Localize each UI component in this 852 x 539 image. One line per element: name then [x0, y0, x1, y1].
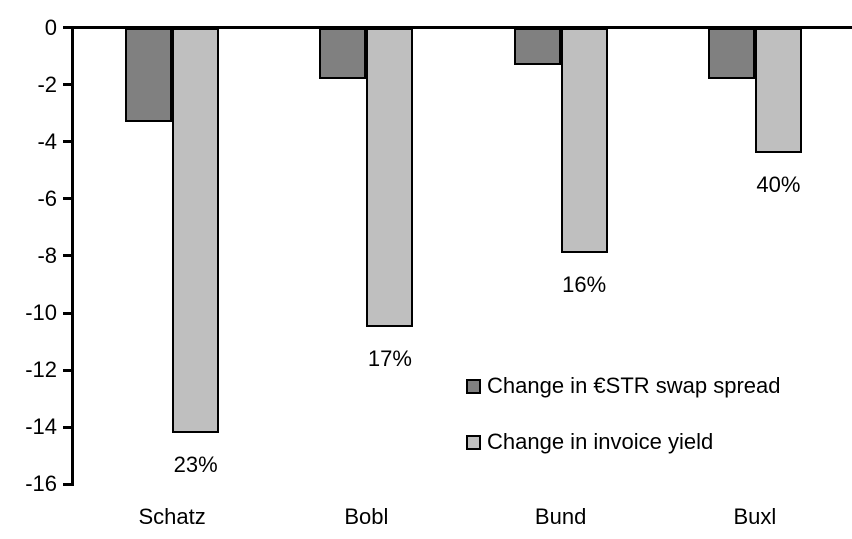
legend: Change in €STR swap spread Change in inv… [466, 374, 781, 454]
y-tick-mark [63, 83, 72, 87]
data-label-bobl: 17% [367, 346, 412, 372]
legend-item-invoice-yield: Change in invoice yield [466, 430, 781, 454]
y-tick-label: -6 [37, 185, 57, 211]
legend-label-invoice-yield: Change in invoice yield [487, 429, 714, 454]
x-axis-label-buxl: Buxl [733, 504, 777, 529]
y-tick-mark [63, 482, 72, 486]
y-tick-label: -14 [25, 414, 57, 440]
bar-bobl-series-1 [366, 27, 414, 328]
data-label-schatz: 23% [173, 452, 218, 478]
bar-bund-series-0 [513, 27, 561, 65]
x-axis-label-bund: Bund [534, 504, 587, 529]
legend-item-swap-spread: Change in €STR swap spread [466, 374, 781, 398]
y-tick-label: -2 [37, 71, 57, 97]
y-axis-line [71, 26, 74, 486]
y-tick-label: -10 [25, 300, 57, 326]
bar-bund-series-1 [560, 27, 608, 254]
y-tick-mark [63, 254, 72, 258]
bar-buxl-series-1 [754, 27, 802, 154]
bar-schatz-series-0 [125, 27, 173, 122]
y-tick-label: -12 [25, 357, 57, 383]
y-tick-mark [63, 311, 72, 315]
legend-swatch-invoice-yield-icon [466, 434, 481, 450]
y-tick-label: -16 [25, 471, 57, 497]
y-tick-label: -4 [37, 128, 57, 154]
y-tick-mark [63, 368, 72, 372]
y-tick-label: -8 [37, 242, 57, 268]
y-tick-mark [63, 425, 72, 429]
bar-buxl-series-0 [707, 27, 755, 79]
x-axis-zero-line [71, 26, 852, 29]
y-tick-label: 0 [44, 14, 57, 40]
data-label-bund: 16% [562, 272, 607, 298]
x-axis-label-schatz: Schatz [138, 504, 206, 529]
data-label-buxl: 40% [756, 172, 801, 198]
y-tick-mark [63, 140, 72, 144]
bar-bobl-series-0 [319, 27, 367, 79]
legend-swatch-swap-spread-icon [466, 378, 481, 394]
x-axis-label-bobl: Bobl [344, 504, 389, 529]
legend-label-swap-spread: Change in €STR swap spread [487, 373, 781, 398]
bar-schatz-series-1 [172, 27, 220, 434]
y-tick-mark [63, 26, 72, 29]
y-tick-mark [63, 197, 72, 201]
